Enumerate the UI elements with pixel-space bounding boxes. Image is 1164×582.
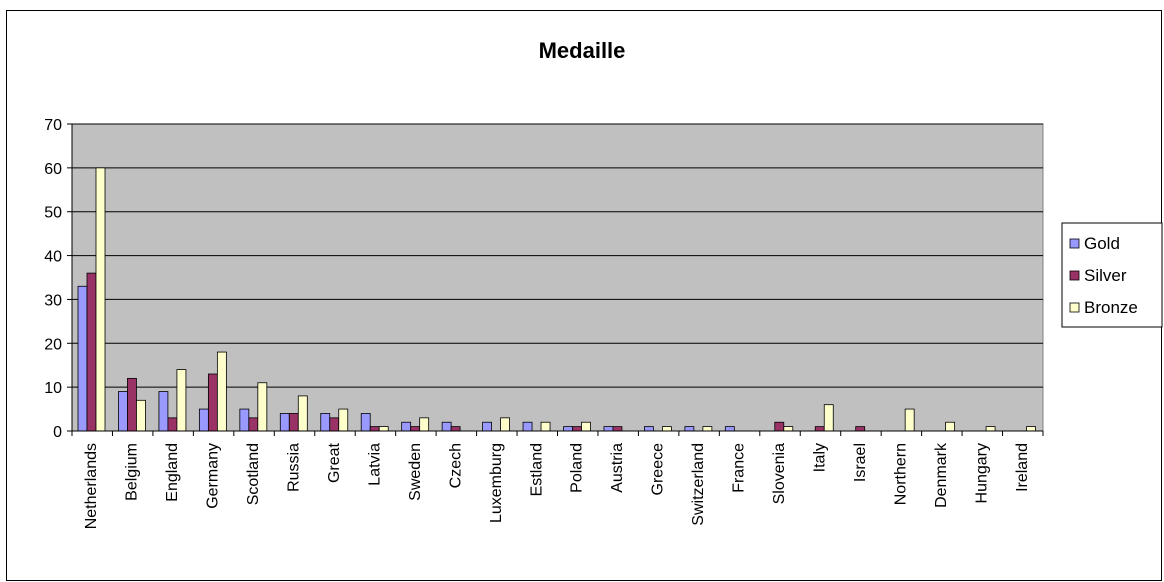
bar-silver-russia [288, 413, 299, 432]
x-tick-label: Netherlands [83, 443, 100, 529]
bar-gold-luxemburg [482, 421, 492, 432]
legend: Gold Silver Bronze [1061, 222, 1163, 328]
bar-gold-germany [198, 408, 209, 432]
bar-gold-russia [279, 413, 290, 432]
bar-silver-belgium [127, 377, 137, 432]
legend-label-bronze: Bronze [1084, 298, 1138, 317]
bar-gold-estland [522, 421, 533, 432]
x-tick-label: Israel [852, 443, 869, 482]
legend-swatch-silver [1069, 270, 1080, 281]
bar-bronze-russia [297, 395, 308, 432]
bar-gold-switzerland [684, 426, 695, 432]
legend-swatch-bronze [1069, 302, 1080, 313]
bar-silver-great [329, 417, 340, 432]
bar-silver-scotland [248, 417, 259, 432]
bar-bronze-greece [662, 426, 672, 432]
x-tick-label: Estland [528, 443, 545, 496]
bar-bronze-latvia [378, 426, 389, 432]
bar-gold-austria [603, 426, 614, 432]
bar-gold-greece [644, 426, 654, 432]
x-tick-label: Slovenia [771, 443, 788, 504]
bar-bronze-netherlands [95, 167, 106, 432]
bar-bronze-estland [540, 421, 551, 432]
x-tick-label: Sweden [407, 443, 424, 501]
bar-gold-czech [441, 421, 452, 432]
bar-gold-latvia [360, 413, 371, 432]
bar-silver-slovenia [774, 421, 785, 432]
x-tick-label: Denmark [933, 442, 950, 508]
bar-gold-sweden [401, 421, 412, 432]
x-tick-label: Ireland [1014, 443, 1031, 492]
bars [77, 167, 1036, 432]
chart-title: Medaille [538, 38, 626, 63]
bar-bronze-northern [904, 408, 915, 432]
bar-silver-latvia [369, 426, 380, 432]
x-tick-label: Austria [609, 443, 626, 493]
bar-silver-sweden [410, 426, 421, 432]
bar-bronze-slovenia [783, 426, 794, 432]
bar-silver-italy [814, 426, 825, 432]
bar-gold-netherlands [77, 285, 88, 432]
bar-bronze-england [176, 369, 187, 432]
x-tick-label: Russia [286, 443, 303, 492]
bar-gold-poland [563, 426, 573, 432]
y-axis-ticks: 0 10 20 30 40 50 60 70 [44, 117, 72, 441]
bar-bronze-sweden [419, 417, 430, 432]
bar-bronze-belgium [136, 399, 146, 432]
y-tick-label: 40 [44, 249, 62, 266]
x-tick-label: Northern [892, 443, 909, 505]
x-tick-label: England [164, 443, 181, 502]
x-tick-label: Poland [569, 443, 586, 493]
bar-bronze-germany [216, 351, 227, 432]
legend-swatch-gold [1069, 238, 1080, 249]
y-tick-label: 50 [44, 205, 62, 222]
bar-gold-great [320, 413, 331, 432]
bar-silver-israel [855, 426, 866, 432]
x-tick-label: Greece [650, 443, 667, 496]
legend-label-gold: Gold [1084, 234, 1120, 253]
y-tick-label: 60 [44, 161, 62, 178]
x-tick-label: Czech [447, 443, 464, 488]
bar-gold-belgium [118, 391, 128, 432]
bar-silver-germany [207, 373, 218, 432]
x-tick-label: Germany [205, 443, 222, 509]
bar-gold-scotland [239, 408, 250, 432]
x-tick-label: Italy [811, 443, 828, 472]
bar-bronze-italy [823, 404, 834, 432]
legend-label-silver: Silver [1084, 266, 1127, 285]
bar-silver-poland [572, 426, 582, 432]
bar-silver-austria [612, 426, 623, 432]
bar-bronze-luxemburg [500, 417, 510, 432]
bar-bronze-ireland [1026, 426, 1036, 432]
x-tick-label: Hungary [973, 443, 990, 503]
y-tick-label: 30 [44, 292, 62, 309]
bar-bronze-scotland [257, 382, 268, 432]
bar-bronze-great [338, 408, 349, 432]
bar-gold-england [158, 391, 169, 432]
bar-bronze-switzerland [702, 426, 713, 432]
bar-silver-england [167, 417, 178, 432]
x-tick-label: Latvia [366, 443, 383, 486]
bar-gold-france [724, 426, 735, 432]
y-tick-label: 20 [44, 336, 62, 353]
x-tick-label: Luxemburg [488, 443, 505, 523]
x-axis-labels: Netherlands Belgium England Germany Scotland… [71, 431, 1044, 529]
x-tick-label: Scotland [245, 443, 262, 505]
x-tick-label: Great [326, 442, 343, 483]
bar-silver-czech [450, 426, 461, 432]
y-tick-label: 0 [53, 424, 62, 441]
x-tick-label: Switzerland [690, 443, 707, 526]
bar-bronze-hungary [985, 426, 996, 432]
bar-silver-netherlands [86, 272, 97, 432]
y-tick-label: 10 [44, 380, 62, 397]
y-tick-label: 70 [44, 117, 62, 134]
bar-bronze-denmark [945, 421, 956, 432]
x-tick-label: France [731, 443, 748, 493]
gridlines [72, 123, 1043, 388]
x-tick-label: Belgium [124, 443, 141, 501]
bar-bronze-poland [581, 421, 591, 432]
